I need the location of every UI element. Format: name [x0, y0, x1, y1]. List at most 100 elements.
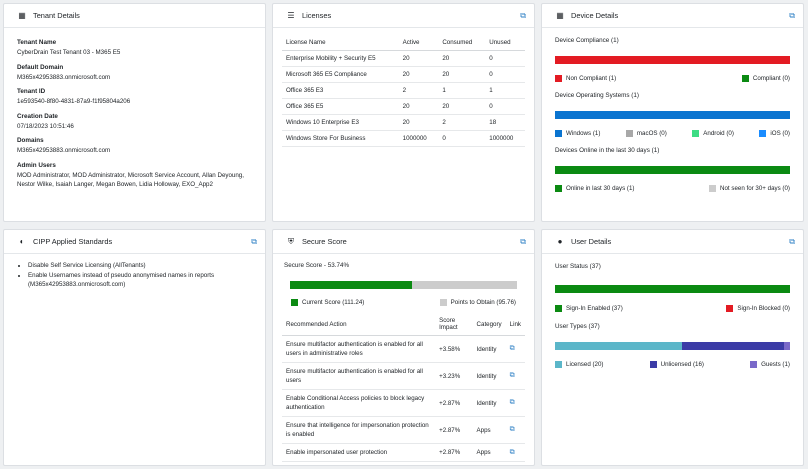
table-row: Office 365 E3 2 1 1	[282, 82, 525, 99]
points-to-obtain-segment[interactable]	[411, 281, 517, 289]
external-link-icon[interactable]: ⧉	[789, 236, 795, 246]
legend-swatch	[726, 305, 734, 312]
legend-swatch	[692, 130, 700, 137]
table-cell: 2	[438, 114, 486, 131]
legend-item[interactable]: macOS (0)	[625, 130, 667, 137]
external-link-icon[interactable]: ⧉	[509, 399, 515, 406]
column-header[interactable]: Unused	[485, 35, 525, 51]
unlicensed-segment[interactable]	[682, 342, 784, 350]
table-row: Enterprise Mobility + Security E5 20 20 0	[282, 50, 525, 67]
legend-label: Online in last 30 days (1)	[566, 185, 635, 192]
recommended-actions-table: Recommended Action Score Impact Category…	[282, 313, 525, 462]
external-link-icon[interactable]: ⧉	[509, 426, 515, 433]
table-cell: 20	[438, 98, 486, 115]
field-value: M365x42953883.onmicrosoft.com	[17, 73, 111, 81]
external-link-icon[interactable]: ⧉	[509, 372, 515, 379]
external-link-icon[interactable]: ⧉	[789, 10, 795, 20]
legend-swatch	[555, 305, 562, 312]
legend-item[interactable]: Online in last 30 days (1)	[555, 185, 634, 192]
legend-item[interactable]: iOS (0)	[759, 130, 790, 137]
licensed-segment[interactable]	[555, 342, 683, 350]
device-compliance-label: Device Compliance (1)	[555, 37, 619, 44]
legend-item[interactable]: Sign-In Enabled (37)	[555, 305, 623, 312]
table-cell: Windows Store For Business	[282, 130, 399, 147]
legend-item[interactable]: Windows (1)	[555, 130, 600, 137]
external-link-icon[interactable]: ⧉	[520, 10, 526, 20]
table-cell: 1	[485, 82, 525, 99]
legend-swatch	[750, 361, 758, 368]
standards-list: Disable Self Service Licensing (AllTenan…	[17, 261, 252, 290]
legend-swatch	[555, 361, 562, 368]
non-compliant-segment[interactable]	[555, 56, 790, 64]
shield-icon: ⛨	[288, 236, 294, 246]
user-details-card: ● User Details ⧉ User Status (37) Sign-I…	[541, 229, 804, 466]
legend-item[interactable]: Points to Obtain (95.76)	[439, 299, 516, 306]
table-cell: 0	[438, 130, 486, 147]
device-os-bar	[555, 111, 790, 119]
column-header[interactable]: Consumed	[438, 35, 486, 51]
table-cell: 0	[485, 98, 525, 115]
legend-item[interactable]: Licensed (20)	[555, 361, 604, 368]
column-header[interactable]: Recommended Action	[282, 313, 436, 336]
field-value: MOD Administrator, MOD Administrator, Mi…	[17, 171, 244, 189]
column-header[interactable]: Active	[398, 35, 439, 51]
tenant-field: Admin Users MOD Administrator, MOD Admini…	[17, 162, 252, 190]
legend-item[interactable]: Guests (1)	[750, 361, 790, 368]
external-link-icon[interactable]: ⧉	[509, 448, 515, 456]
tenant-details-card: ▦ Tenant Details Tenant Name CyberDrain T…	[3, 3, 266, 222]
secure-score-label: Secure Score - 53.74%	[284, 262, 350, 269]
external-link-icon[interactable]: ⧉	[509, 345, 515, 352]
field-label: Creation Date	[17, 112, 58, 120]
column-header[interactable]: Link	[505, 313, 525, 336]
user-details-header: ● User Details ⧉	[542, 230, 803, 254]
legend-swatch	[555, 185, 562, 192]
legend-label: Sign-In Blocked (0)	[737, 305, 790, 312]
external-link-icon[interactable]: ⧉	[520, 236, 526, 246]
device-online-legend: Online in last 30 days (1) Not seen for 3…	[555, 185, 790, 192]
table-cell: Windows 10 Enterprise E3	[282, 114, 399, 131]
table-cell: 2	[398, 82, 439, 99]
legend-item[interactable]: Unlicensed (16)	[649, 361, 704, 368]
table-cell: Identity	[472, 389, 506, 417]
current-score-segment[interactable]	[290, 281, 412, 289]
legend-item[interactable]: Sign-In Blocked (0)	[726, 305, 790, 312]
licenses-table: License Name Active Consumed Unused Ente…	[282, 35, 525, 147]
legend-item[interactable]: Compliant (0)	[741, 75, 790, 82]
table-cell: 1	[438, 82, 486, 99]
column-header[interactable]: Score Impact	[435, 313, 473, 336]
legend-item[interactable]: Not seen for 30+ days (0)	[709, 185, 790, 192]
table-cell: ⧉	[505, 443, 525, 462]
legend-label: macOS (0)	[636, 130, 667, 137]
table-cell: Enable impersonated user protection	[282, 443, 436, 462]
field-label: Tenant ID	[17, 88, 46, 95]
column-header[interactable]: License Name	[282, 35, 399, 51]
legend-item[interactable]: Current Score (111.24)	[291, 299, 364, 306]
licenses-header: ☰ Licenses ⧉	[273, 4, 534, 28]
user-status-label: User Status (37)	[555, 263, 601, 270]
device-details-header: ▦ Device Details ⧉	[542, 4, 803, 28]
table-row: Microsoft 365 E5 Compliance 20 20 0	[282, 66, 525, 83]
table-cell: ⧉	[505, 362, 525, 390]
legend-label: Unlicensed (16)	[660, 361, 704, 368]
windows-segment[interactable]	[555, 111, 790, 119]
legend-item[interactable]: Android (0)	[692, 130, 734, 137]
guests-segment[interactable]	[783, 342, 790, 350]
legend-swatch	[649, 361, 657, 368]
legend-swatch	[555, 75, 562, 82]
legend-item[interactable]: Non Compliant (1)	[555, 75, 616, 82]
table-cell: Ensure multifactor authentication is ena…	[282, 362, 436, 390]
external-link-icon[interactable]: ⧉	[251, 236, 257, 246]
legend-label: Current Score (111.24)	[302, 299, 365, 306]
tenant-field: Default Domain M365x42953883.onmicrosoft.…	[17, 64, 252, 83]
standards-card: ◐ CIPP Applied Standards ⧉ Disable Self …	[3, 229, 266, 466]
tenant-field: Tenant ID 1e593540-8f80-4831-87a9-f1f9580…	[17, 88, 252, 107]
licenses-card: ☰ Licenses ⧉ License Name Active Consume…	[272, 3, 535, 222]
column-header[interactable]: Category	[472, 313, 506, 336]
user-status-bar	[555, 285, 790, 293]
sign-in-enabled-segment[interactable]	[555, 285, 790, 293]
table-row: Ensure multifactor authentication is ena…	[282, 362, 525, 390]
online-segment[interactable]	[555, 166, 790, 174]
table-cell: 18	[485, 114, 525, 131]
legend-swatch	[555, 130, 562, 137]
table-cell: Ensure that intelligence for impersonati…	[282, 416, 436, 444]
